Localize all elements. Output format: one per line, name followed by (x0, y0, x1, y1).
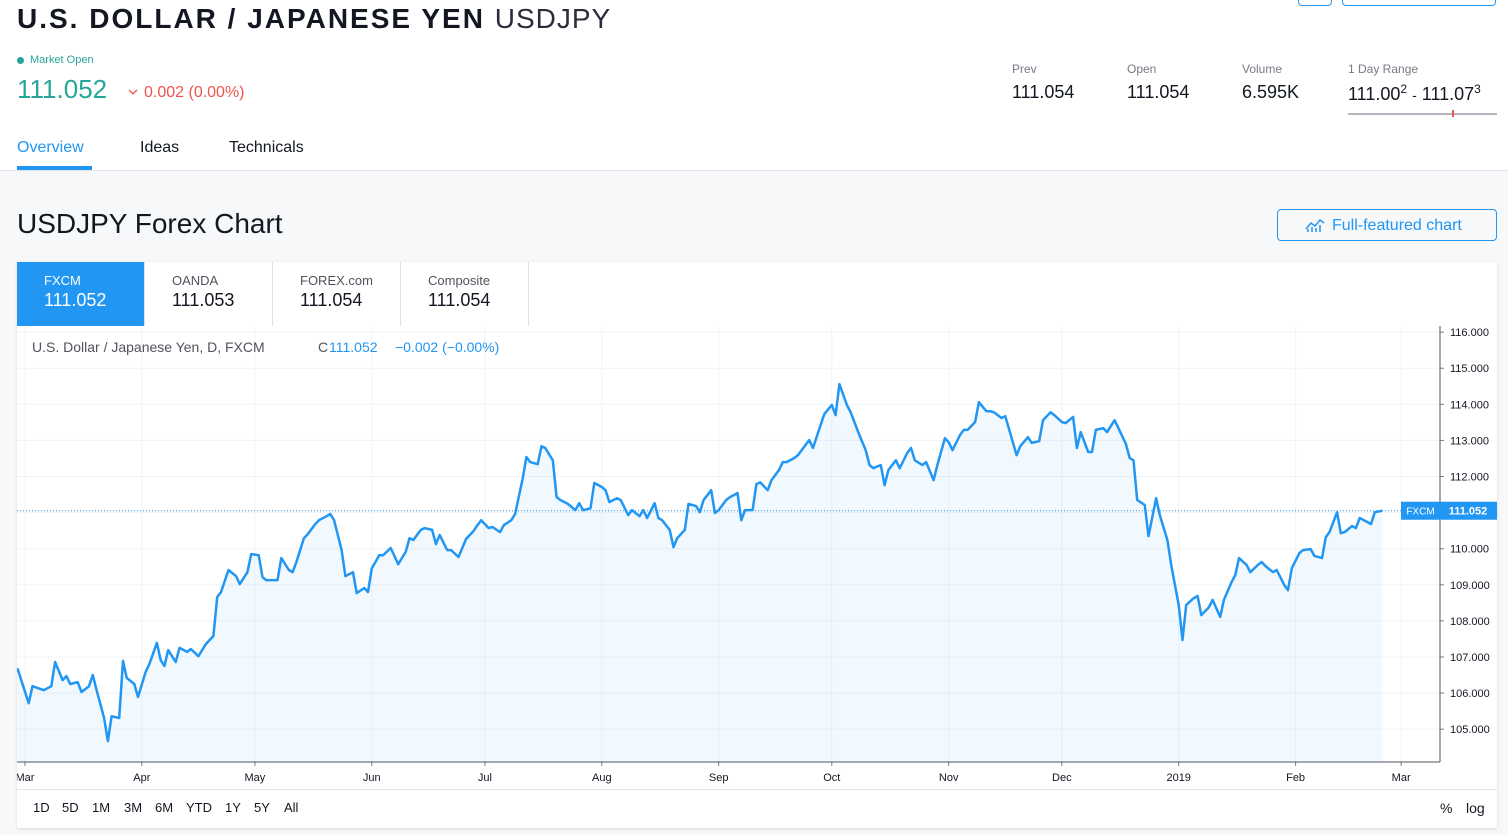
tab-underline (17, 166, 92, 170)
y-tick-label: 115.000 (1450, 363, 1489, 375)
y-tick-label: 110.000 (1450, 544, 1489, 556)
range-low-digit: 2 (1400, 82, 1408, 96)
source-price: 111.054 (300, 290, 363, 310)
instrument-title: U.S. DOLLAR / JAPANESE YEN (17, 3, 485, 34)
source-tab[interactable]: FXCM 111.052 (17, 262, 145, 326)
stat-value: 111.054 (1012, 82, 1075, 102)
area (17, 384, 1383, 762)
range-bar (1348, 113, 1497, 115)
x-tick-label: 2019 (1166, 772, 1190, 784)
range-button[interactable]: 5Y (254, 800, 270, 815)
price-tag-bg (1440, 501, 1497, 520)
x-tick-label: Mar (1392, 772, 1411, 784)
range-marker (1452, 110, 1454, 117)
chart: 105.000 106.000 107.000 108.000 109.000 110.0… (17, 326, 1497, 784)
source-price: 111.054 (428, 290, 491, 310)
range-separator: - (1412, 87, 1417, 103)
tab[interactable]: Ideas (140, 139, 180, 156)
y-tick-label: 112.000 (1450, 472, 1489, 484)
x-tick-label: Oct (823, 772, 840, 784)
source-price: 111.052 (44, 290, 107, 310)
price-tag-bg (1401, 501, 1440, 520)
x-tick-label: Feb (1286, 772, 1305, 784)
range-button[interactable]: 3M (124, 800, 143, 815)
price-tag-source: FXCM (1406, 507, 1434, 518)
scale-option[interactable]: % (1440, 800, 1453, 816)
range-label: 1 Day Range (1348, 62, 1419, 76)
range-high-digit: 3 (1474, 82, 1481, 96)
stat-label: Volume (1242, 62, 1283, 76)
source-tab[interactable]: OANDA 111.053 (145, 262, 273, 326)
x-tick-label: Jun (363, 772, 381, 784)
x-tick-label: Apr (133, 772, 150, 784)
source-name: FOREX.com (300, 273, 373, 288)
y-tick-label: 105.000 (1450, 724, 1490, 736)
section-title: USDJPY Forex Chart (17, 208, 283, 239)
y-tick-label: 113.000 (1450, 435, 1489, 447)
x-tick-label: Dec (1052, 772, 1072, 784)
range-high: 111.07 (1421, 84, 1475, 104)
x-tick-label: Nov (939, 772, 959, 784)
stat-value: 111.054 (1127, 82, 1190, 102)
y-tick-label: 108.000 (1450, 616, 1490, 628)
y-tick-label: 109.000 (1450, 580, 1490, 592)
source-name: FXCM (44, 273, 81, 288)
price-line (17, 382, 1383, 743)
range-button[interactable]: All (284, 800, 299, 815)
button-label: Full-featured chart (1332, 217, 1462, 234)
top-button[interactable] (1342, 0, 1496, 6)
x-tick-label: Jul (478, 772, 492, 784)
day-range: 111.002 - 111.073 (1348, 82, 1481, 105)
legend-change: −0.002 (−0.00%) (395, 339, 500, 355)
market-status: Market Open (30, 54, 94, 66)
source-tab[interactable]: FOREX.com 111.054 (273, 262, 401, 326)
range-button[interactable]: 5D (62, 800, 79, 815)
toolbar-border (17, 789, 1497, 790)
legend-close-prefix: C (318, 339, 329, 355)
symbol: USDJPY (494, 3, 612, 34)
source-price: 111.053 (172, 290, 235, 310)
header-bg (0, 0, 1508, 171)
y-tick-label: 106.000 (1450, 688, 1490, 700)
x-tick-label: Aug (592, 772, 612, 784)
range-low: 111.00 (1348, 84, 1401, 104)
chart-card (17, 262, 1497, 828)
x-tick-label: May (245, 772, 266, 784)
stat-label: Prev (1012, 62, 1037, 76)
source-tab[interactable]: Composite 111.054 (401, 262, 529, 326)
x-tick-label: Mar (17, 772, 35, 784)
tab[interactable]: Technicals (229, 139, 304, 156)
y-tick-label: 116.000 (1450, 327, 1489, 339)
range-button[interactable]: 6M (155, 800, 174, 815)
price-change: 0.002 (0.00%) (144, 84, 245, 101)
status-dot (17, 57, 24, 64)
source-name: OANDA (172, 273, 219, 288)
price-tag-value: 111.052 (1449, 506, 1488, 518)
down-arrow (128, 89, 138, 95)
range-button[interactable]: YTD (186, 800, 212, 815)
stat-label: Open (1127, 62, 1157, 76)
tab[interactable]: Overview (17, 139, 84, 156)
range-button[interactable]: 1Y (225, 800, 241, 815)
x-tick-label: Sep (709, 772, 729, 784)
stat-value: 6.595K (1242, 82, 1300, 102)
legend-name: U.S. Dollar / Japanese Yen, D, FXCM (32, 339, 265, 355)
source-name: Composite (428, 273, 491, 288)
legend-close: 111.052 (329, 339, 378, 355)
full-chart-button[interactable]: Full-featured chart (1277, 209, 1497, 241)
price: 111.052 (17, 74, 108, 104)
top-button[interactable] (1298, 0, 1332, 6)
range-button[interactable]: 1M (92, 800, 111, 815)
y-tick-label: 114.000 (1450, 399, 1489, 411)
scale-option[interactable]: log (1466, 800, 1485, 816)
range-button[interactable]: 1D (33, 800, 50, 815)
y-tick-label: 107.000 (1450, 652, 1490, 664)
chart-icon (1305, 218, 1325, 232)
title-row: U.S. DOLLAR / JAPANESE YEN USDJPY (17, 3, 611, 35)
